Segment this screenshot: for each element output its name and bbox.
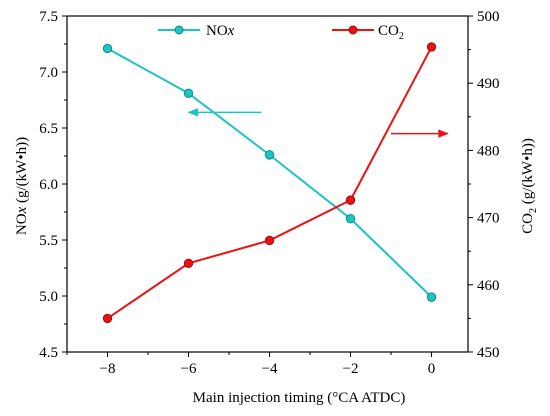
y-right-tick-label: 480 bbox=[477, 143, 500, 159]
legend-label-co2: CO2 bbox=[378, 23, 404, 42]
legend: NOx CO2 bbox=[158, 23, 404, 42]
y-right-tick-label: 500 bbox=[477, 9, 500, 25]
data-point-co2 bbox=[102, 313, 113, 324]
y-left-tick-label: 4.5 bbox=[39, 345, 58, 361]
data-point-co2 bbox=[183, 258, 194, 268]
data-point-nox bbox=[345, 214, 356, 224]
legend-label-nox: NOx bbox=[206, 23, 235, 39]
x-axis-label: Main injection timing (°CA ATDC) bbox=[193, 390, 406, 406]
legend-item-nox: NOx bbox=[158, 23, 235, 39]
series-line-co2 bbox=[106, 46, 433, 320]
x-tick-label: −2 bbox=[343, 361, 359, 377]
x-tick-label: −8 bbox=[100, 361, 116, 377]
data-point-co2 bbox=[345, 195, 356, 205]
legend-marker-nox bbox=[174, 25, 184, 35]
x-tick-label: −4 bbox=[262, 361, 278, 377]
data-point-nox bbox=[102, 43, 113, 54]
y-right-tick-label: 490 bbox=[477, 76, 500, 92]
data-point-nox bbox=[264, 150, 275, 160]
y-left-tick-label: 7.5 bbox=[39, 9, 58, 25]
y-left-tick-label: 5.5 bbox=[39, 233, 58, 249]
y-left-tick-label: 6.5 bbox=[39, 121, 58, 137]
x-tick-label: 0 bbox=[428, 361, 436, 377]
y-left-tick-label: 7.0 bbox=[39, 65, 58, 81]
y-right-tick-label: 450 bbox=[477, 345, 500, 361]
series-layer bbox=[102, 42, 437, 324]
y-left-tick-label: 5.0 bbox=[39, 289, 58, 305]
data-point-co2 bbox=[426, 42, 437, 52]
y-left-tick-label: 6.0 bbox=[39, 177, 58, 193]
arrows-layer bbox=[187, 108, 449, 138]
data-point-nox bbox=[183, 88, 194, 98]
plot-frame bbox=[66, 15, 469, 353]
legend-marker-co2 bbox=[348, 25, 358, 35]
ticks-layer: −8 −6 −4 −2 0 4.5 5.0 5.5 6.0 6.5 7.0 7.5 450 460 470 4… bbox=[39, 9, 499, 377]
y-axis-left-label: NOx (g/(kW•h)) bbox=[14, 137, 30, 235]
y-right-tick-label: 460 bbox=[477, 278, 500, 294]
series-line-nox bbox=[107, 47, 433, 298]
x-tick-label: −6 bbox=[181, 361, 197, 377]
y-axis-right-label: CO2 (g/(kW•h)) bbox=[520, 138, 539, 234]
data-point-nox bbox=[426, 292, 437, 302]
data-point-co2 bbox=[264, 235, 275, 246]
y-right-tick-label: 470 bbox=[477, 211, 500, 227]
legend-item-co2: CO2 bbox=[332, 23, 404, 42]
